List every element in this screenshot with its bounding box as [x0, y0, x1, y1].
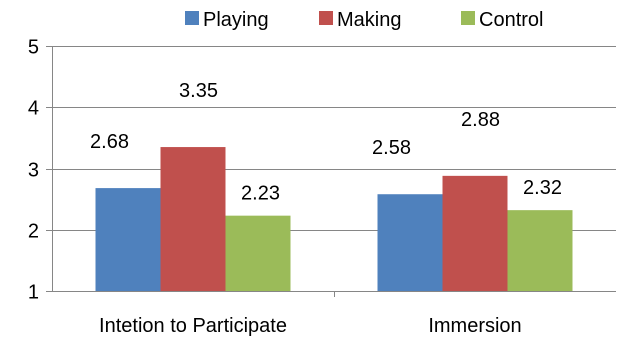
y-tick-label: 2 [28, 221, 39, 243]
y-tick-label: 4 [28, 98, 39, 120]
data-label: 2.68 [90, 131, 129, 153]
bar-making [160, 147, 226, 291]
legend-swatch-playing [185, 11, 199, 25]
legend: Playing Making Control [185, 9, 543, 31]
x-category-label: Immersion [428, 315, 521, 337]
legend-label-control: Control [479, 9, 543, 31]
data-label: 2.88 [461, 109, 500, 131]
y-tick-label: 3 [28, 160, 39, 182]
bar-control [225, 215, 291, 291]
bar-control [507, 210, 573, 291]
legend-swatch-control [461, 11, 475, 25]
y-tick-label: 1 [28, 282, 39, 304]
legend-label-making: Making [337, 9, 401, 31]
data-label: 2.58 [372, 137, 411, 159]
legend-label-playing: Playing [203, 9, 269, 31]
data-label: 2.23 [241, 183, 280, 205]
bar-making [442, 175, 508, 291]
bar-playing [377, 194, 443, 291]
data-label: 2.32 [523, 177, 562, 199]
axes: 1 2 3 4 5 Intetion to Participate Immersion [28, 37, 616, 337]
x-category-label: Intetion to Participate [99, 315, 287, 337]
bars [95, 147, 573, 291]
data-labels: 2.68 3.35 2.23 2.58 2.88 2.32 [90, 80, 562, 205]
data-label: 3.35 [179, 80, 218, 102]
legend-swatch-making [319, 11, 333, 25]
y-tick-label: 5 [28, 37, 39, 59]
bar-playing [95, 188, 161, 291]
